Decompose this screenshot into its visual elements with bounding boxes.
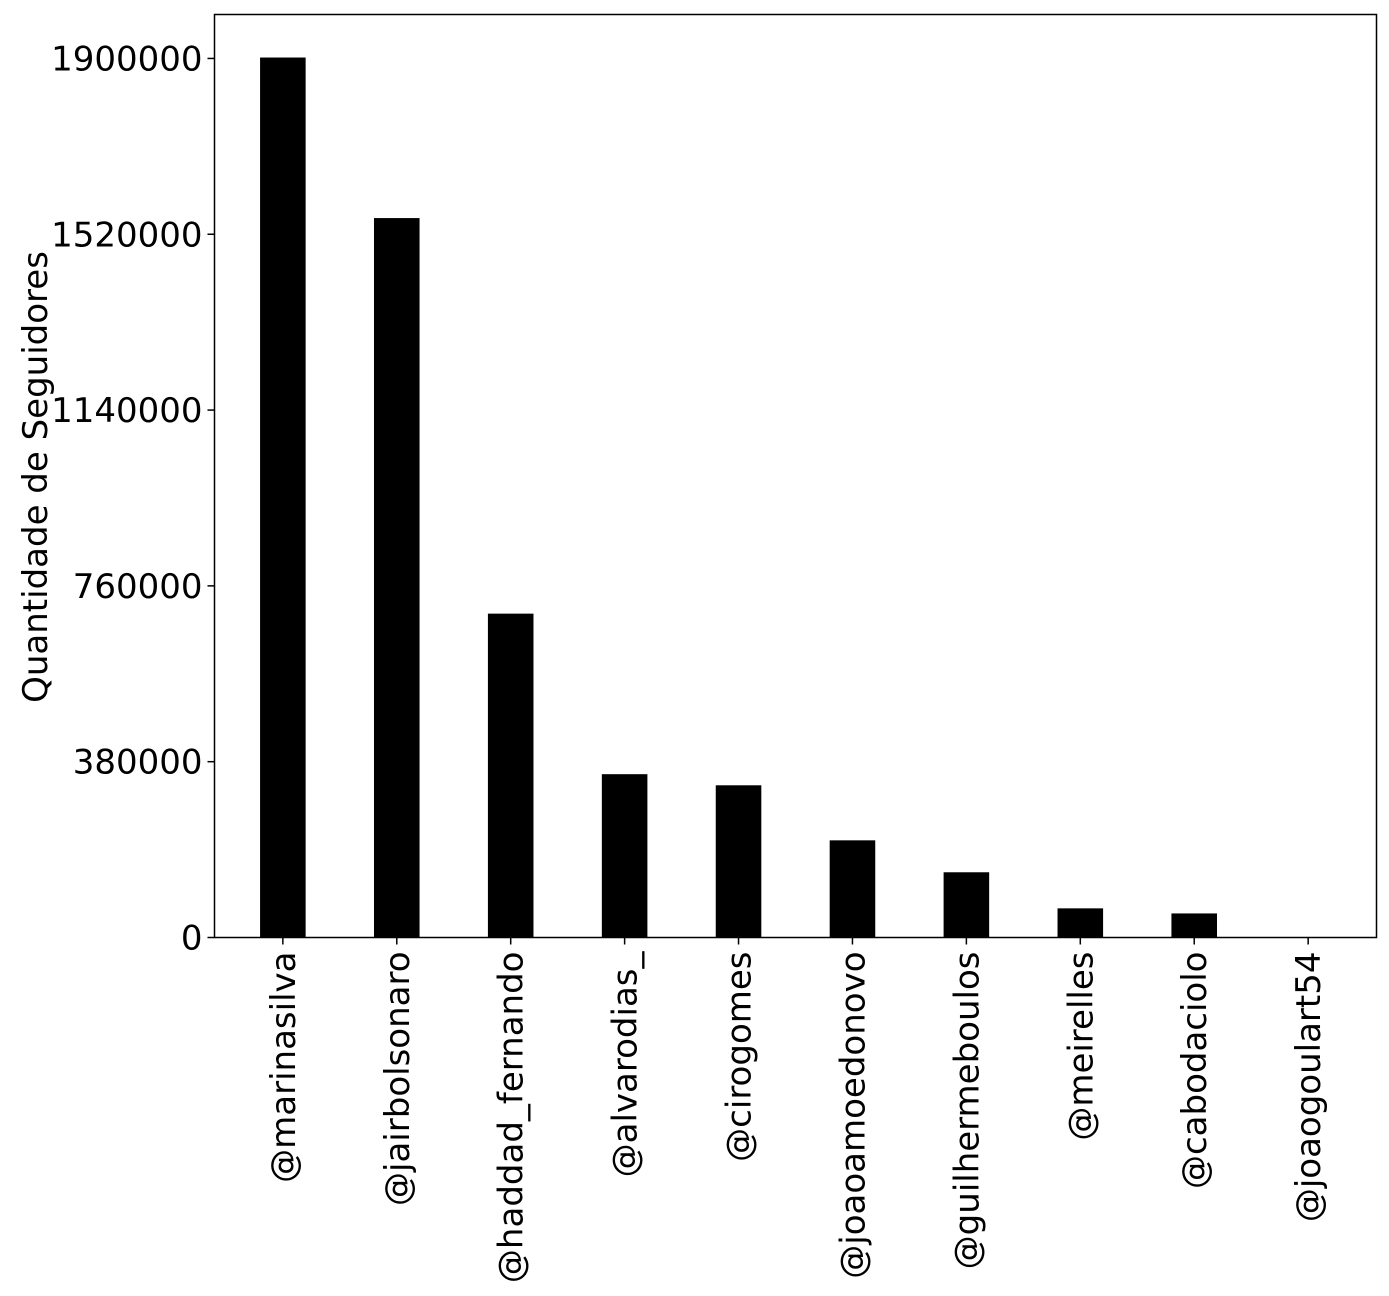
x-tick-label: @meirelles	[1061, 952, 1101, 1141]
bar-meirelles	[1057, 908, 1104, 938]
y-tick-label: 1900000	[51, 39, 202, 79]
bars-group	[260, 57, 1331, 938]
bar-cabodaciolo	[1171, 913, 1218, 938]
x-tick-label: @cabodaciolo	[1175, 952, 1215, 1190]
y-axis-label: Quantidade de Seguidores	[16, 251, 56, 703]
x-tick-label: @cirogomes	[720, 952, 760, 1162]
bar-haddad_fernando	[487, 613, 534, 938]
x-tick-label: @alvarodias_	[606, 951, 646, 1178]
x-tick-label: @joaoamoedonovo	[833, 952, 873, 1279]
y-tick-label: 380000	[73, 743, 203, 783]
bar-joaoamoedonovo	[829, 840, 876, 938]
x-ticks-group: @marinasilva @jairbolsonaro @haddad_fernan…	[264, 937, 1329, 1284]
plot-frame	[213, 13, 1378, 939]
x-tick-label: @joaogoulart54	[1289, 952, 1329, 1223]
bar-jairbolsonaro	[373, 218, 420, 938]
y-tick-label: 0	[181, 919, 203, 959]
x-tick-label: @marinasilva	[264, 952, 304, 1183]
bar-cirogomes	[715, 785, 762, 938]
x-tick-label: @guilhermeboulos	[947, 952, 987, 1270]
x-tick-label: @jairbolsonaro	[378, 952, 418, 1206]
y-ticks-group: 0 380000 760000 1140000 1520000 1900000	[51, 39, 215, 959]
y-tick-label: 760000	[73, 567, 203, 607]
bar-marinasilva	[260, 57, 306, 938]
bar-guilhermeboulos	[943, 872, 990, 938]
y-tick-label: 1520000	[51, 215, 202, 255]
bar-alvarodias_	[601, 774, 648, 938]
x-tick-label: @haddad_fernando	[492, 952, 532, 1284]
y-tick-label: 1140000	[51, 391, 202, 431]
